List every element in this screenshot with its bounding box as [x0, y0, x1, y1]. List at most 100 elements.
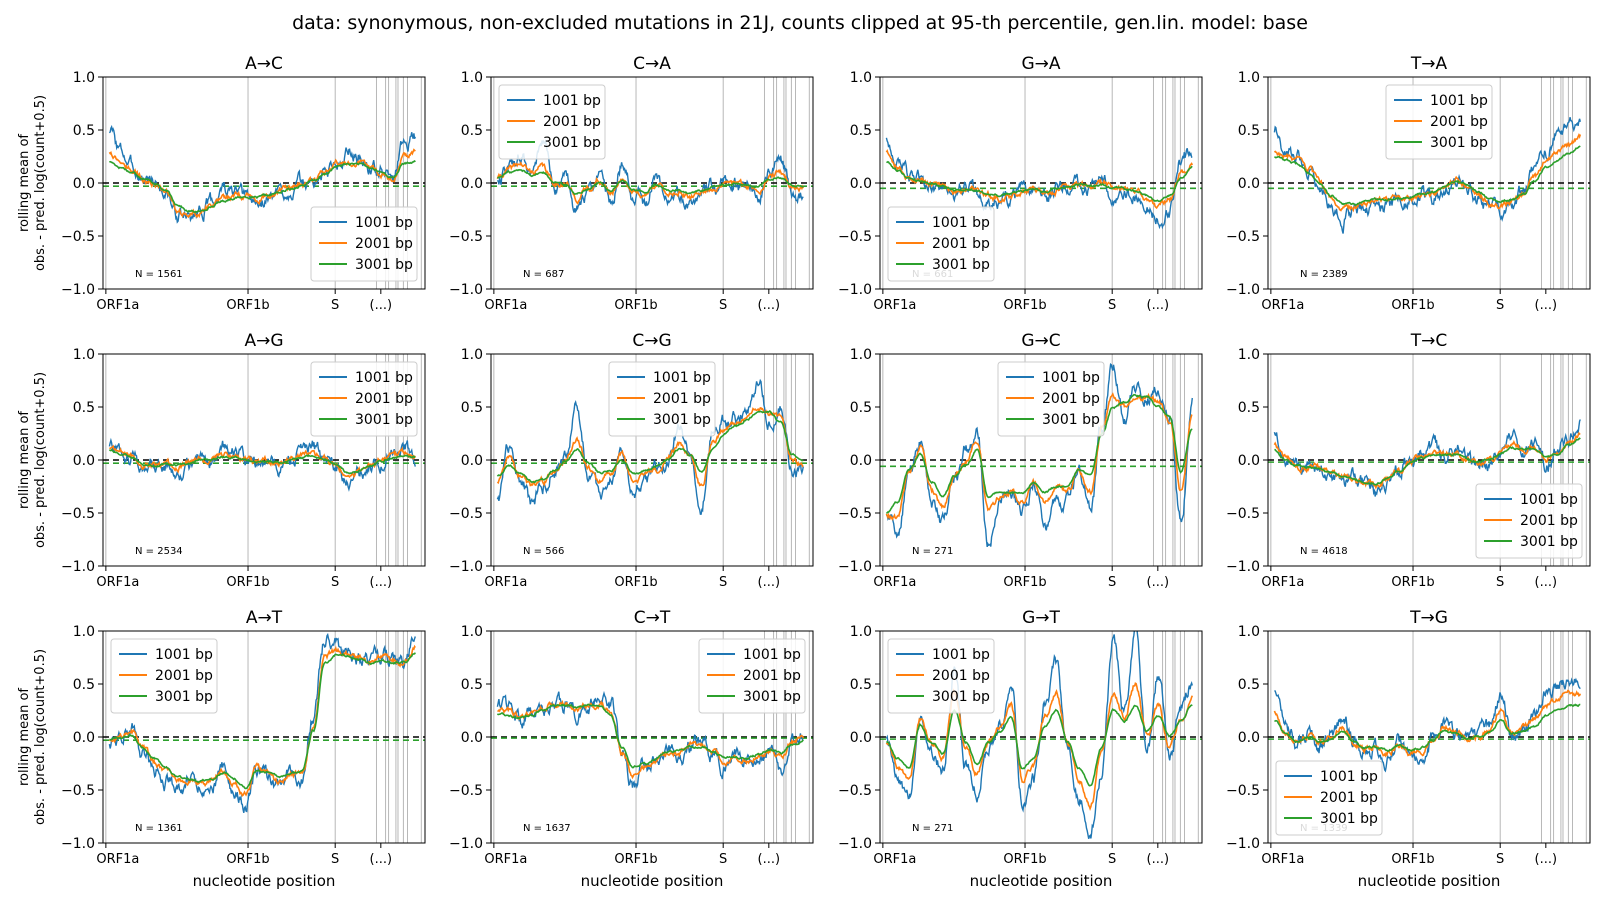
legend: 1001 bp 2001 bp 3001 bp [498, 84, 606, 160]
legend-label: 1001 bp [1042, 370, 1100, 386]
x-tick-label: S [1108, 298, 1116, 313]
legend-label: 1001 bp [1520, 492, 1578, 508]
legend-label: 2001 bp [355, 391, 413, 407]
series-line-2001-bp [885, 148, 1194, 210]
legend: 1001 bp 2001 bp 3001 bp [608, 361, 716, 437]
x-tick-label: ORF1b [226, 575, 269, 590]
series-lines [885, 363, 1193, 548]
y-tick-label: −1.0 [838, 559, 872, 575]
y-tick-label: −0.5 [838, 783, 872, 799]
x-tick-label: ORF1a [1261, 852, 1304, 867]
x-tick-label: S [719, 852, 727, 867]
n-count-label: N = 1561 [135, 269, 183, 280]
x-tick-label: ORF1b [614, 575, 657, 590]
y-tick-label: 1.0 [1238, 347, 1260, 363]
legend: 1001 bp 2001 bp 3001 bp [1385, 84, 1493, 160]
x-tick-label: ORF1b [226, 852, 269, 867]
subplot-title: T→G [1409, 608, 1448, 628]
y-tick-label: 0.0 [461, 730, 483, 746]
legend-label: 1001 bp [1430, 93, 1488, 109]
series-line-3001-bp [885, 393, 1193, 514]
y-tick-label: −0.5 [838, 506, 872, 522]
x-tick-label: S [331, 852, 339, 867]
legend-label: 2001 bp [1520, 513, 1578, 529]
y-tick-label: 0.0 [850, 453, 872, 469]
y-tick-label: 0.5 [850, 677, 872, 693]
y-tick-label: −1.0 [449, 559, 483, 575]
y-tick-label: 0.5 [850, 400, 872, 416]
legend-box [698, 638, 806, 714]
legend: 1001 bp 2001 bp 3001 bp [887, 206, 995, 282]
x-tick-label: S [1496, 298, 1504, 313]
series-line-2001-bp [885, 392, 1193, 521]
legend-box [997, 361, 1105, 437]
series-line-3001-bp [885, 704, 1193, 787]
series-lines [885, 631, 1194, 839]
x-tick-label: ORF1b [614, 298, 657, 313]
legend-label: 1001 bp [355, 215, 413, 231]
y-tick-label: 1.0 [850, 624, 872, 640]
subplot-title: C→T [634, 608, 671, 628]
legend-label: 1001 bp [543, 93, 601, 109]
x-tick-label: (...) [1147, 575, 1170, 590]
y-tick-label: −0.5 [61, 506, 95, 522]
x-tick-label: ORF1b [614, 852, 657, 867]
x-tick-label: ORF1b [1003, 852, 1046, 867]
x-tick-label: ORF1a [1261, 298, 1304, 313]
y-tick-label: 1.0 [73, 347, 95, 363]
legend-label: 2001 bp [355, 236, 413, 252]
y-tick-label: 1.0 [73, 624, 95, 640]
y-axis-label-line1: rolling mean of [17, 134, 32, 232]
y-tick-label: 0.0 [73, 730, 95, 746]
series-lines [1273, 117, 1582, 234]
y-tick-label: 0.5 [73, 400, 95, 416]
y-tick-label: −0.5 [1226, 229, 1260, 245]
y-tick-label: 0.5 [1238, 677, 1260, 693]
x-tick-label: ORF1a [873, 575, 916, 590]
y-tick-label: −1.0 [61, 836, 95, 852]
x-tick-label: S [1496, 575, 1504, 590]
y-tick-label: −1.0 [838, 836, 872, 852]
x-tick-label: (...) [370, 852, 393, 867]
legend: 1001 bp 2001 bp 3001 bp [1475, 483, 1583, 559]
n-count-label: N = 2534 [135, 546, 183, 557]
series-lines [108, 437, 417, 492]
series-lines [1273, 677, 1582, 773]
x-tick-label: ORF1b [1003, 575, 1046, 590]
legend-label: 3001 bp [1042, 412, 1100, 428]
x-tick-label: ORF1b [226, 298, 269, 313]
x-axis-label: nucleotide position [581, 872, 724, 890]
y-tick-label: −1.0 [61, 282, 95, 298]
legend-box [310, 206, 418, 282]
x-tick-label: S [719, 298, 727, 313]
y-tick-label: 1.0 [1238, 70, 1260, 86]
y-tick-label: 1.0 [850, 347, 872, 363]
series-line-1001-bp [1273, 117, 1581, 234]
x-tick-label: (...) [1535, 298, 1558, 313]
n-count-label: N = 271 [912, 823, 953, 834]
y-tick-label: −0.5 [1226, 783, 1260, 799]
subplot-title: A→T [246, 608, 283, 628]
subplot-title: T→C [1410, 331, 1448, 351]
legend-label: 1001 bp [155, 647, 213, 663]
n-count-label: N = 687 [523, 269, 564, 280]
x-tick-label: ORF1a [484, 575, 527, 590]
y-tick-label: 1.0 [461, 70, 483, 86]
y-tick-label: −0.5 [61, 229, 95, 245]
x-tick-label: ORF1a [96, 575, 139, 590]
legend-label: 3001 bp [653, 412, 711, 428]
x-tick-label: (...) [758, 575, 781, 590]
series-line-3001-bp [1274, 437, 1581, 486]
x-axis-label: nucleotide position [970, 872, 1113, 890]
legend-label: 3001 bp [1430, 135, 1488, 151]
y-tick-label: −1.0 [449, 282, 483, 298]
x-tick-label: ORF1b [1391, 298, 1434, 313]
series-line-3001-bp [1274, 145, 1581, 206]
legend-label: 3001 bp [355, 412, 413, 428]
